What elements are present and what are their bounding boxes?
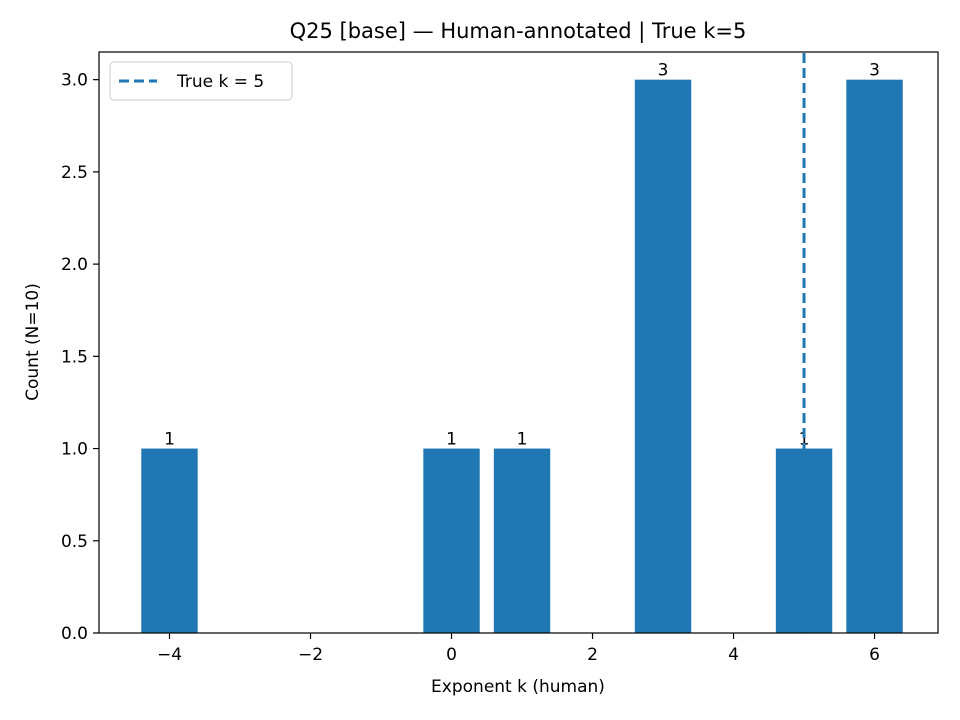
data-label: 1 — [517, 430, 528, 450]
bar-k--4 — [141, 448, 198, 633]
y-tick-label: 0.5 — [61, 532, 88, 552]
x-tick-label: 0 — [446, 645, 457, 665]
bar-k-3 — [634, 79, 692, 633]
plot-area: 1 1 1 3 1 3 −4 −2 0 2 4 6 0.0 0.5 1.0 1.5 2.0 2.5 3.0 — [61, 51, 939, 665]
x-tick-label: 6 — [869, 645, 880, 665]
legend: True k = 5 — [109, 61, 293, 101]
data-label: 1 — [446, 430, 457, 450]
x-axis-label: Exponent k (human) — [431, 677, 605, 697]
data-label: 1 — [164, 430, 175, 450]
y-tick-label: 1.0 — [61, 440, 88, 460]
chart-title: Q25 [base] — Human-annotated | True k=5 — [290, 19, 747, 44]
plot-frame — [98, 51, 939, 634]
bar-k-0 — [423, 448, 480, 633]
y-tick-label: 2.0 — [61, 255, 88, 275]
y-tick-label: 0.0 — [61, 624, 88, 644]
data-label: 1 — [799, 430, 810, 450]
x-tick-label: 2 — [587, 645, 598, 665]
y-axis-label: Count (N=10) — [23, 283, 43, 401]
y-tick-label: 2.5 — [61, 163, 88, 183]
bar-k-1 — [493, 448, 551, 633]
bar-k-6 — [846, 79, 903, 633]
x-tick-label: −2 — [298, 645, 323, 665]
legend-label: True k = 5 — [176, 72, 264, 92]
x-tick-label: 4 — [728, 645, 739, 665]
x-tick-label: −4 — [157, 645, 182, 665]
data-label: 3 — [869, 61, 880, 81]
y-tick-label: 3.0 — [61, 71, 88, 91]
y-tick-label: 1.5 — [61, 347, 88, 367]
legend-box — [109, 61, 293, 101]
data-label: 3 — [658, 61, 669, 81]
